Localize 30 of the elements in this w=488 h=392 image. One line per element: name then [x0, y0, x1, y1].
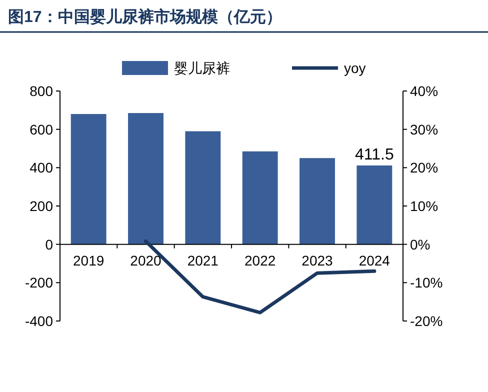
x-tick-label: 2023 [302, 252, 334, 268]
y2-tick-label: 0% [410, 236, 430, 252]
x-tick-label: 2020 [130, 252, 162, 268]
bar [185, 131, 221, 244]
y2-tick-label: -20% [410, 313, 443, 329]
y2-tick-label: 30% [410, 121, 438, 138]
y2-tick-label: 10% [410, 198, 438, 214]
data-label: 411.5 [354, 146, 394, 164]
x-tick-label: 2021 [187, 252, 219, 268]
y-tick-label: 0 [45, 236, 54, 252]
x-tick-label: 2022 [244, 252, 276, 268]
bar [70, 114, 106, 244]
x-tick-label: 2019 [73, 252, 104, 268]
y2-tick-label: 40% [410, 83, 438, 99]
y2-tick-label: -10% [410, 274, 443, 291]
y-tick-label: -400 [24, 313, 54, 329]
bar [128, 113, 164, 244]
y2-tick-label: 20% [410, 160, 438, 176]
y-tick-label: -200 [24, 274, 54, 291]
y-tick-label: 800 [30, 83, 54, 99]
y-tick-label: 400 [30, 160, 54, 176]
y-tick-label: 600 [30, 121, 54, 138]
y-tick-label: 200 [30, 198, 54, 214]
legend-label: yoy [344, 60, 366, 76]
bar [300, 158, 335, 244]
legend-label: 婴儿尿裤 [174, 60, 230, 76]
chart-title: 图17：中国婴儿尿裤市场规模（亿元） [8, 8, 282, 26]
bar [356, 165, 392, 244]
x-tick-label: 2024 [358, 252, 390, 268]
bar [242, 151, 278, 244]
